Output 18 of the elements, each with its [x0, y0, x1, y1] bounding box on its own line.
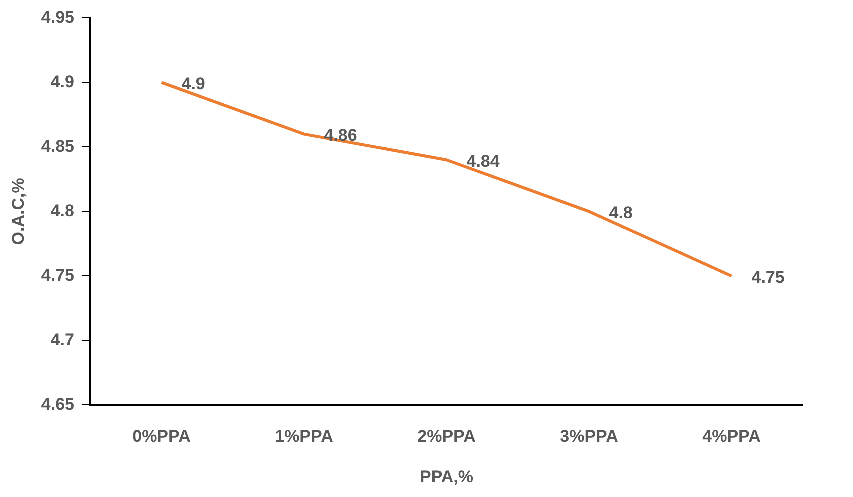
x-tick-label: 3%PPA	[560, 427, 618, 446]
x-axis-title: PPA,%	[420, 467, 474, 486]
y-tick-label: 4.95	[41, 8, 74, 27]
y-tick-label: 4.9	[50, 72, 74, 92]
x-tick-label: 2%PPA	[418, 427, 476, 446]
x-tick-label: 0%PPA	[132, 427, 191, 446]
data-label: 4.84	[466, 152, 500, 171]
y-tick-label: 4.8	[50, 201, 74, 220]
data-label: 4.8	[609, 203, 633, 222]
y-tick-label: 4.7	[50, 330, 74, 350]
y-tick-label: 4.75	[41, 266, 74, 285]
data-label: 4.75	[752, 268, 785, 287]
y-axis-title: O.A.C,%	[8, 178, 28, 246]
y-tick-label: 4.65	[41, 394, 74, 414]
x-tick-label: 1%PPA	[275, 427, 334, 446]
data-label: 4.9	[182, 74, 206, 94]
x-tick-label: 4%PPA	[702, 427, 761, 446]
y-tick-label: 4.85	[41, 136, 74, 156]
